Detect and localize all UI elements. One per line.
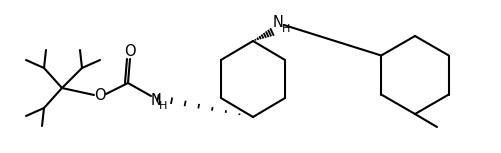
Text: N: N xyxy=(151,93,161,108)
Text: N: N xyxy=(273,15,284,30)
Text: H: H xyxy=(282,24,290,34)
Text: O: O xyxy=(94,88,106,103)
Text: H: H xyxy=(159,101,167,111)
Text: O: O xyxy=(124,43,136,58)
